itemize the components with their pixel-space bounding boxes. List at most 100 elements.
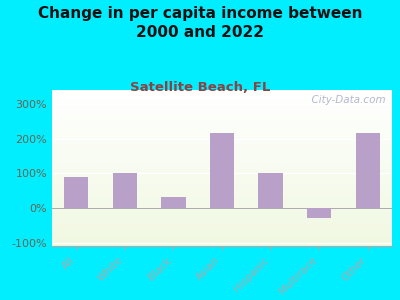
Bar [52,90,392,91]
Bar [52,96,392,97]
Bar [52,133,392,134]
Text: Change in per capita income between
2000 and 2022: Change in per capita income between 2000… [38,6,362,40]
Bar [52,227,392,228]
Bar [52,95,392,96]
Bar [52,191,392,192]
Bar [52,222,392,223]
Bar [258,173,283,208]
Bar [52,202,392,203]
Bar [52,132,392,133]
Bar [64,177,88,208]
Bar [52,174,392,175]
Bar [52,128,392,130]
Bar [52,176,392,177]
Bar [52,125,392,126]
Bar [52,140,392,141]
Bar [52,197,392,198]
Bar [52,241,392,242]
Bar [52,194,392,195]
Bar [52,244,392,245]
Bar [52,221,392,222]
Bar [52,245,392,246]
Bar [52,208,392,210]
Bar [52,150,392,152]
Bar [52,141,392,142]
Bar [52,203,392,204]
Bar [52,169,392,170]
Bar [52,154,392,155]
Bar [52,110,392,111]
Bar [52,206,392,208]
Bar [52,136,392,137]
Bar [52,170,392,171]
Bar [52,237,392,238]
Bar [52,116,392,117]
Bar [52,119,392,120]
Bar [52,120,392,121]
Bar [52,159,392,160]
Bar [52,172,392,173]
Bar [52,164,392,165]
Bar [52,198,392,199]
Bar [52,97,392,98]
Bar [52,219,392,220]
Bar [52,201,392,202]
Bar [52,100,392,101]
Bar [52,224,392,225]
Bar [52,233,392,235]
Bar [52,211,392,212]
Bar [52,98,392,99]
Bar [52,162,392,163]
Bar [52,178,392,179]
Bar [52,118,392,119]
Bar [52,105,392,106]
Bar [52,182,392,183]
Bar [52,137,392,138]
Bar [52,117,392,118]
Text: City-Data.com: City-Data.com [304,95,385,105]
Bar [52,103,392,105]
Bar [52,183,392,184]
Bar [52,108,392,109]
Bar [52,101,392,103]
Bar [52,161,392,162]
Bar [52,179,392,181]
Bar [52,218,392,219]
Bar [52,199,392,200]
Bar [52,149,392,150]
Bar [52,184,392,186]
Bar [52,220,392,221]
Bar [52,223,392,224]
Bar [52,166,392,167]
Bar [52,115,392,116]
Bar [161,197,186,208]
Bar [52,157,392,158]
Bar [52,171,392,172]
Bar [52,230,392,231]
Bar [52,236,392,237]
Bar [52,210,392,211]
Bar [52,144,392,145]
Bar [52,130,392,132]
Bar [52,232,392,233]
Bar [52,228,392,230]
Bar [52,152,392,153]
Bar [52,181,392,182]
Bar [52,212,392,213]
Bar [52,168,392,169]
Bar [52,187,392,188]
Bar [52,243,392,244]
Bar [307,208,331,218]
Bar [52,126,392,128]
Bar [52,193,392,194]
Bar [52,93,392,94]
Bar [52,99,392,101]
Bar [52,165,392,166]
Bar [52,114,392,115]
Text: Satellite Beach, FL: Satellite Beach, FL [130,81,270,94]
Bar [52,204,392,206]
Bar [52,112,392,113]
Bar [113,172,137,208]
Bar [52,163,392,164]
Bar [52,225,392,226]
